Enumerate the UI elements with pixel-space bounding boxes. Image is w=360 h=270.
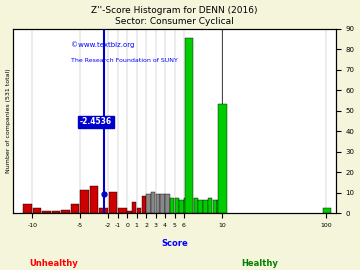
Bar xyxy=(165,194,170,213)
Bar xyxy=(185,38,193,213)
Bar xyxy=(203,200,207,213)
Bar xyxy=(146,194,150,213)
Bar xyxy=(208,198,212,213)
Text: The Research Foundation of SUNY: The Research Foundation of SUNY xyxy=(71,58,178,63)
Text: -2.4536: -2.4536 xyxy=(80,117,112,126)
Bar xyxy=(71,204,79,213)
Bar xyxy=(80,190,89,213)
Bar xyxy=(51,211,60,213)
Bar xyxy=(90,186,98,213)
Bar xyxy=(118,208,127,213)
Bar xyxy=(219,104,226,213)
Bar xyxy=(156,194,160,213)
Bar xyxy=(23,204,32,213)
Bar xyxy=(137,208,141,213)
Bar xyxy=(217,200,222,213)
Text: Healthy: Healthy xyxy=(241,259,278,268)
Bar xyxy=(189,198,193,213)
Bar xyxy=(175,198,179,213)
Bar xyxy=(141,196,146,213)
Bar xyxy=(198,200,203,213)
X-axis label: Score: Score xyxy=(161,239,188,248)
Text: Unhealthy: Unhealthy xyxy=(30,259,78,268)
Bar xyxy=(61,210,70,213)
Bar xyxy=(108,192,117,213)
Text: ©www.textbiz.org: ©www.textbiz.org xyxy=(71,42,135,48)
Bar xyxy=(151,192,156,213)
Bar xyxy=(184,198,189,213)
Bar xyxy=(42,211,51,213)
Bar xyxy=(33,208,41,213)
Bar xyxy=(221,200,225,213)
Bar xyxy=(170,198,174,213)
Bar xyxy=(323,208,331,213)
Bar xyxy=(179,200,184,213)
Bar xyxy=(194,198,198,213)
Bar xyxy=(132,202,136,213)
Bar xyxy=(213,200,217,213)
Bar xyxy=(220,200,224,213)
Title: Z''-Score Histogram for DENN (2016)
Sector: Consumer Cyclical: Z''-Score Histogram for DENN (2016) Sect… xyxy=(91,6,258,26)
Bar xyxy=(99,208,108,213)
Bar xyxy=(161,194,165,213)
Y-axis label: Number of companies (531 total): Number of companies (531 total) xyxy=(5,69,10,173)
Bar xyxy=(127,211,132,213)
